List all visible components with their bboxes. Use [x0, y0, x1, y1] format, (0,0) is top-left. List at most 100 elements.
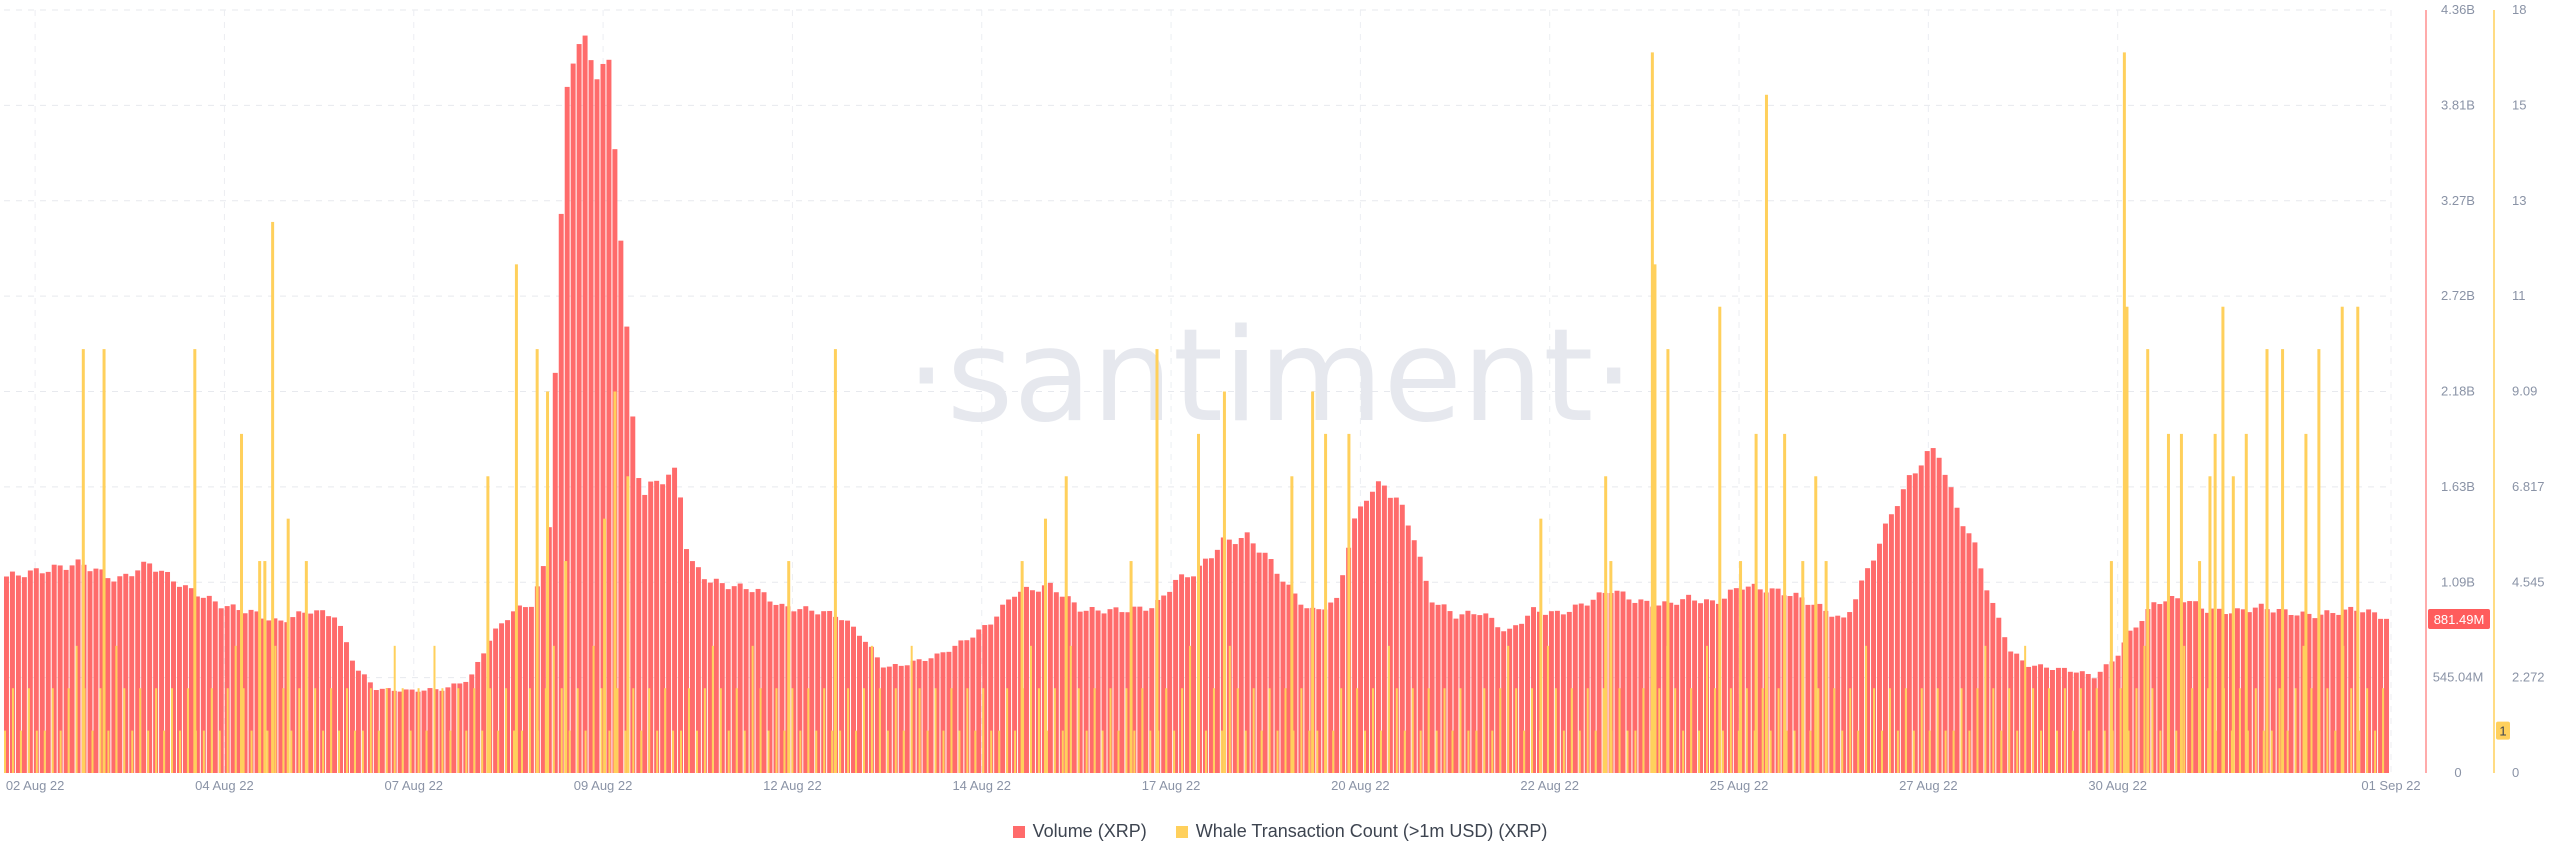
volume-bar [242, 613, 248, 773]
whale-spike-bar [1064, 476, 1068, 773]
whale-bar [847, 688, 850, 773]
volume-bar [701, 579, 707, 773]
whale-bar [43, 730, 46, 773]
whale-bar [2374, 730, 2377, 773]
volume-bar [1262, 552, 1268, 773]
whale-spike-bar [2109, 561, 2113, 773]
whale-bar [958, 730, 961, 773]
volume-bar [1065, 596, 1071, 773]
whale-spike-bar [2340, 306, 2344, 773]
whale-bar [1888, 688, 1891, 773]
volume-bar [1340, 575, 1346, 773]
whale-bar [1912, 730, 1915, 773]
whale-bar [1491, 730, 1494, 773]
whale-bar [2366, 688, 2369, 773]
whale-bar [2207, 688, 2210, 773]
whale-bar [2095, 688, 2098, 773]
whale-bar [695, 730, 698, 773]
volume-bar [1954, 507, 1960, 773]
volume-bar [308, 613, 314, 773]
whale-bar [1721, 730, 1724, 773]
volume-bar [2091, 678, 2097, 773]
legend-item-volume[interactable]: Volume (XRP) [1012, 821, 1147, 842]
volume-bar [982, 625, 988, 773]
whale-bar [1268, 688, 1271, 773]
whale-bar [2254, 688, 2257, 773]
volume-bar [1035, 591, 1041, 773]
whale-spike-bar [1824, 561, 1828, 773]
whale-bar [1602, 688, 1605, 773]
whale-bar [926, 730, 929, 773]
whale-bar [1682, 730, 1685, 773]
volume-bar [2318, 614, 2324, 773]
legend-swatch-volume [1012, 825, 1025, 838]
volume-bar [1000, 604, 1006, 773]
whale-spike-bar [486, 476, 490, 773]
current-whale-badge [2496, 721, 2510, 740]
volume-bar [880, 667, 886, 773]
whale-bar [1578, 730, 1581, 773]
volume-bar [1113, 607, 1119, 773]
whale-bar [91, 730, 94, 773]
volume-bar [499, 623, 505, 773]
volume-bar [1978, 568, 1984, 773]
whale-bar [393, 645, 396, 773]
whale-spike-bar [1764, 94, 1768, 773]
volume-bar [511, 611, 516, 773]
volume-bar [1548, 611, 1554, 773]
volume-bar [338, 625, 343, 773]
whale-bar [1069, 645, 1072, 773]
whale-bar [711, 645, 714, 773]
volume-bar [642, 494, 648, 773]
volume-bar [1811, 604, 1817, 773]
volume-bar [755, 588, 761, 773]
volume-bar [1560, 614, 1566, 773]
whale-bar [1523, 730, 1526, 773]
volume-bar [135, 570, 141, 773]
legend-item-whale-count[interactable]: Whale Transaction Count (>1m USD) (XRP) [1175, 821, 1547, 842]
whale-bar [1904, 688, 1907, 773]
whale-bar [385, 688, 388, 773]
volume-bar [898, 665, 904, 773]
whale-spike-bar [2304, 433, 2308, 773]
whale-bar [783, 730, 786, 773]
whale-bar [2159, 730, 2162, 773]
volume-bar [1554, 610, 1560, 773]
whale-bar [2048, 688, 2051, 773]
volume-bar [2002, 637, 2008, 773]
whale-bar [2063, 688, 2066, 773]
whale-bar [2286, 730, 2289, 773]
whale-bar [1546, 645, 1549, 773]
volume-bar [2079, 671, 2085, 773]
whale-bar [1133, 730, 1136, 773]
volume-bar [666, 474, 672, 773]
whale-bar [1403, 730, 1406, 773]
whale-bar [2191, 688, 2194, 773]
whale-spike-bar [2179, 433, 2183, 773]
volume-bar [153, 571, 159, 773]
y-right-tick-label: 18 [2512, 2, 2526, 17]
volume-bar [2378, 618, 2384, 773]
whale-spike-bar [1020, 561, 1024, 773]
volume-bar [552, 372, 558, 773]
volume-bar [588, 60, 594, 774]
whale-bar [799, 730, 802, 773]
volume-bar [1173, 579, 1179, 773]
volume-bar [117, 576, 123, 773]
y-right-tick-label: 11 [2512, 288, 2526, 303]
volume-bar [678, 497, 683, 773]
volume-bar [910, 660, 916, 773]
volume-bar [1304, 608, 1310, 773]
volume-bar [522, 607, 528, 773]
whale-bar [186, 688, 189, 773]
volume-bar [2282, 609, 2288, 773]
y-right-tick-label: 15 [2512, 97, 2526, 112]
volume-bar [75, 559, 81, 773]
volume-bar [349, 660, 355, 773]
volume-bar [934, 653, 940, 773]
volume-bar [1369, 491, 1375, 773]
volume-bar [988, 624, 994, 773]
whale-bar [1809, 730, 1812, 773]
whale-bar [1674, 688, 1677, 773]
volume-bar [1202, 558, 1208, 773]
